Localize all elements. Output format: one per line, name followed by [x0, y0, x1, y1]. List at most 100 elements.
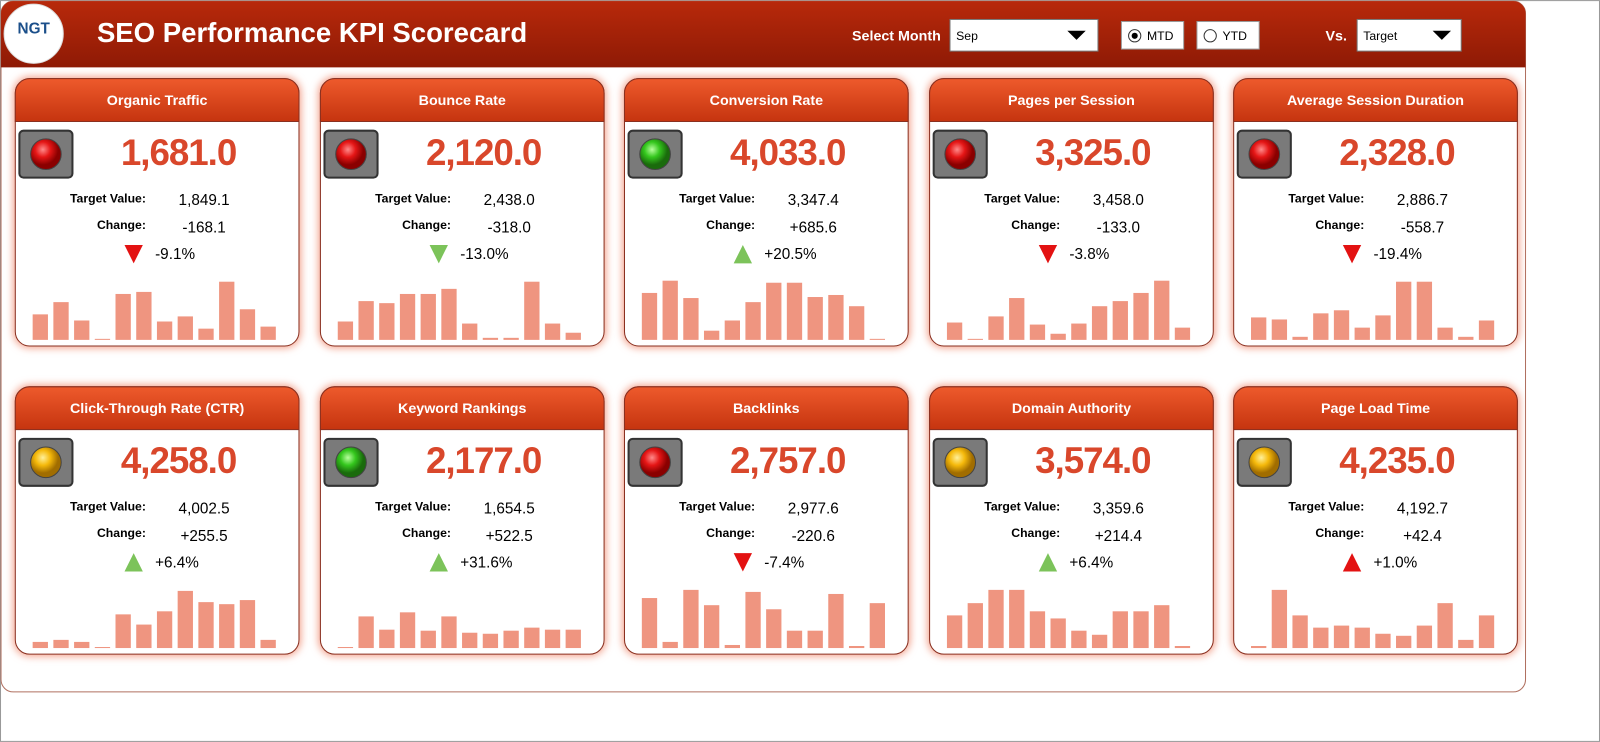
card-header	[929, 386, 1214, 431]
change-percent: -7.4%	[764, 554, 804, 571]
mini-bar	[1375, 315, 1391, 340]
card-title: Pages per Session	[1008, 93, 1135, 109]
change-label: Change:	[1315, 218, 1364, 232]
mini-bar	[260, 326, 276, 340]
mini-bar	[503, 630, 519, 649]
mini-bar	[1050, 618, 1066, 649]
mini-bar	[683, 589, 699, 649]
mini-bar	[156, 321, 173, 340]
mini-bar	[1154, 280, 1170, 340]
mini-bar	[462, 323, 478, 340]
mini-bar	[462, 632, 478, 649]
mini-bar	[641, 292, 658, 340]
mini-bar	[946, 322, 963, 340]
mini-bar	[198, 328, 214, 340]
mini-bar	[683, 298, 699, 340]
mini-bar	[358, 301, 374, 340]
kpi-value: 3,325.0	[1035, 132, 1150, 173]
change-percent: -3.8%	[1069, 246, 1109, 263]
dropdown-arrow	[1067, 30, 1086, 40]
mini-bar	[662, 641, 678, 649]
change-value: -133.0	[1097, 220, 1140, 237]
mini-bar	[1396, 281, 1412, 340]
logo	[3, 3, 64, 64]
change-percent: +6.4%	[1069, 554, 1113, 571]
mini-bar	[724, 644, 740, 649]
radio-dot	[1131, 32, 1138, 39]
mini-bar	[219, 281, 235, 340]
mini-bar	[1009, 589, 1025, 649]
change-percent: -13.0%	[460, 246, 509, 263]
mini-bar	[1271, 319, 1288, 340]
mini-bar	[503, 337, 519, 340]
kpi-value: 3,574.0	[1035, 440, 1150, 481]
mini-bar	[32, 641, 48, 649]
card-title: Organic Traffic	[107, 93, 208, 109]
change-percent: +31.6%	[460, 554, 513, 571]
mini-bar	[1333, 625, 1350, 649]
card-header	[319, 386, 605, 431]
target-label: Target Value:	[984, 191, 1060, 205]
mini-bar	[807, 630, 823, 649]
mini-bar	[219, 604, 235, 649]
mini-bar	[1009, 298, 1025, 340]
trend-arrow	[733, 244, 753, 264]
mini-bar	[420, 293, 436, 340]
change-value: -168.1	[182, 220, 225, 237]
mini-bar	[641, 598, 658, 649]
kpi-value: 2,328.0	[1339, 132, 1454, 173]
mini-bar	[74, 641, 90, 649]
change-value: +255.5	[180, 528, 227, 545]
target-label: Target Value:	[1288, 499, 1364, 513]
card-title: Keyword Rankings	[398, 401, 526, 417]
mini-bar	[1174, 646, 1191, 649]
kpi-card: Bounce Rate 2,120.0 Target Value: 2,438.0 Ch…	[318, 76, 607, 349]
mini-bar	[1071, 323, 1087, 340]
mini-bar	[156, 611, 173, 649]
status-light	[335, 446, 367, 479]
target-label: Target Value:	[1288, 191, 1364, 205]
mini-bar	[1029, 324, 1046, 340]
mini-bar	[946, 615, 963, 649]
card-header	[929, 78, 1214, 123]
mini-bar	[177, 316, 193, 340]
kpi-value: 2,757.0	[730, 440, 845, 481]
mini-bar	[115, 293, 131, 340]
mini-bar	[662, 280, 678, 340]
mini-bar	[1251, 317, 1267, 340]
mini-bar	[1437, 603, 1453, 649]
mini-bar	[828, 593, 844, 649]
target-label: Target Value:	[375, 191, 451, 205]
status-light	[944, 446, 977, 479]
target-value: 2,438.0	[484, 192, 535, 209]
mini-bar	[786, 630, 803, 649]
kpi-card: Page Load Time 4,235.0 Target Value: 4,192.…	[1231, 384, 1520, 657]
target-label: Target Value:	[984, 499, 1060, 513]
mini-bar	[988, 589, 1004, 649]
mini-bar	[869, 338, 885, 340]
mini-bar	[786, 282, 803, 340]
kpi-value: 4,235.0	[1339, 440, 1454, 481]
mini-bar	[828, 294, 844, 340]
trend-arrow	[733, 553, 753, 572]
trend-arrow	[1342, 553, 1362, 572]
mini-bar	[74, 320, 90, 340]
mini-bar	[239, 309, 256, 340]
trend-arrow	[429, 553, 448, 572]
mini-bar	[703, 605, 720, 649]
mini-bar	[1271, 589, 1288, 649]
status-light	[639, 138, 671, 170]
target-label: Target Value:	[375, 499, 451, 513]
status-light	[30, 138, 62, 170]
kpi-card: Pages per Session 3,325.0 Target Value: 3,4…	[927, 76, 1216, 349]
mini-bar	[1112, 301, 1128, 340]
mini-bar	[1437, 327, 1453, 340]
kpi-value: 1,681.0	[121, 132, 236, 173]
vs-label: Vs.	[1326, 29, 1347, 45]
kpi-value: 2,177.0	[426, 440, 541, 481]
mini-bar	[358, 616, 374, 649]
kpi-card: Backlinks 2,757.0 Target Value: 2,977.6 Chan…	[622, 384, 911, 657]
change-label: Change:	[1011, 526, 1060, 540]
change-label: Change:	[97, 218, 146, 232]
